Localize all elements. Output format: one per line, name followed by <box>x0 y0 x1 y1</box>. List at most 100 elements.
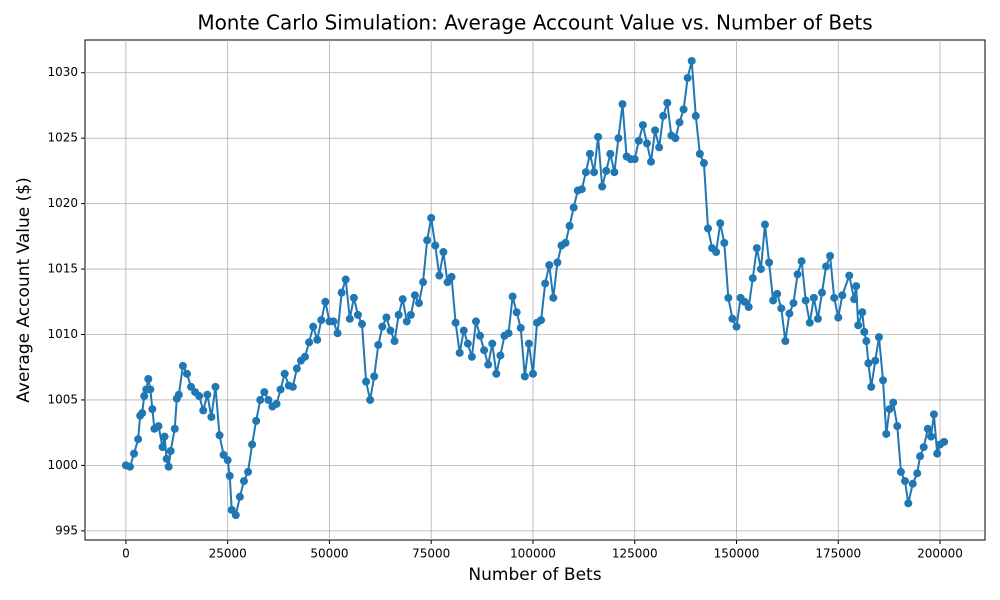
data-point <box>378 322 387 331</box>
data-point <box>602 166 611 175</box>
data-point <box>317 316 326 325</box>
data-point <box>414 299 423 308</box>
x-tick-label: 175000 <box>815 547 861 561</box>
data-line <box>125 60 945 518</box>
data-point <box>781 337 790 346</box>
data-point <box>871 356 880 365</box>
data-point <box>207 412 216 421</box>
data-point <box>679 105 688 114</box>
data-point <box>427 214 436 223</box>
data-point <box>164 462 173 471</box>
data-point <box>309 322 318 331</box>
data-point <box>386 326 395 335</box>
data-point <box>455 348 464 357</box>
data-point <box>630 155 639 164</box>
data-point <box>752 244 761 253</box>
data-point <box>638 121 647 130</box>
data-point <box>901 477 910 486</box>
x-tick-label: 0 <box>122 547 130 561</box>
data-point <box>476 331 485 340</box>
data-point <box>651 126 660 135</box>
data-point <box>923 424 932 433</box>
plot-frame <box>84 39 986 541</box>
data-point <box>451 318 460 327</box>
data-point <box>333 329 342 338</box>
data-point <box>671 134 680 143</box>
data-point <box>447 272 456 281</box>
data-point <box>301 352 310 361</box>
data-point <box>720 238 729 247</box>
data-point <box>801 296 810 305</box>
data-point <box>916 452 925 461</box>
data-point <box>864 359 873 368</box>
x-tick-label: 75000 <box>412 547 450 561</box>
data-point <box>797 257 806 266</box>
data-point <box>569 203 578 212</box>
data-point <box>272 399 281 408</box>
data-point <box>913 469 922 478</box>
data-point <box>410 291 419 300</box>
data-point <box>541 279 550 288</box>
data-point <box>146 385 155 394</box>
data-point <box>893 422 902 431</box>
data-point <box>867 382 876 391</box>
data-point <box>756 265 765 274</box>
data-point <box>581 168 590 177</box>
data-point <box>225 471 234 480</box>
data-point <box>834 313 843 322</box>
data-point <box>313 335 322 344</box>
data-point <box>699 159 708 168</box>
data-point <box>215 431 224 440</box>
data-point <box>769 296 778 305</box>
data-point <box>394 310 403 319</box>
data-point <box>712 248 721 257</box>
data-point <box>691 111 700 120</box>
data-point <box>390 337 399 346</box>
data-point <box>634 136 643 145</box>
data-point <box>459 326 468 335</box>
data-point <box>492 369 501 378</box>
y-tick-label: 1000 <box>47 458 78 472</box>
data-point <box>577 185 586 194</box>
data-point <box>933 449 942 458</box>
data-point <box>520 372 529 381</box>
data-point <box>789 299 798 308</box>
data-point <box>516 323 525 332</box>
data-point <box>885 405 894 414</box>
data-point <box>862 337 871 346</box>
y-tick-label: 1010 <box>47 327 78 341</box>
data-point <box>231 511 240 520</box>
data-point <box>793 270 802 279</box>
data-point <box>590 168 599 177</box>
data-point <box>382 313 391 322</box>
data-point <box>765 258 774 267</box>
data-point <box>170 424 179 433</box>
x-tick-label: 200000 <box>917 547 963 561</box>
y-tick-label: 1020 <box>47 196 78 210</box>
data-point <box>732 322 741 331</box>
data-point <box>166 446 175 455</box>
data-point <box>130 449 139 458</box>
x-tick-label: 100000 <box>510 547 556 561</box>
data-point <box>463 339 472 348</box>
data-point <box>860 327 869 336</box>
data-point <box>353 310 362 319</box>
data-point <box>845 271 854 280</box>
x-tick-label: 150000 <box>714 547 760 561</box>
data-point <box>321 297 330 306</box>
y-tick-label: 1005 <box>47 392 78 406</box>
data-point <box>659 111 668 120</box>
data-point <box>496 351 505 360</box>
data-point <box>919 443 928 452</box>
data-point <box>264 395 273 404</box>
x-tick-label: 125000 <box>612 547 658 561</box>
data-point <box>940 437 949 446</box>
data-point <box>252 416 261 425</box>
data-point <box>305 338 314 347</box>
x-tick-label: 25000 <box>209 547 247 561</box>
data-point <box>565 221 574 230</box>
data-point <box>817 288 826 297</box>
data-point <box>838 291 847 300</box>
data-point <box>431 241 440 250</box>
data-point <box>488 339 497 348</box>
